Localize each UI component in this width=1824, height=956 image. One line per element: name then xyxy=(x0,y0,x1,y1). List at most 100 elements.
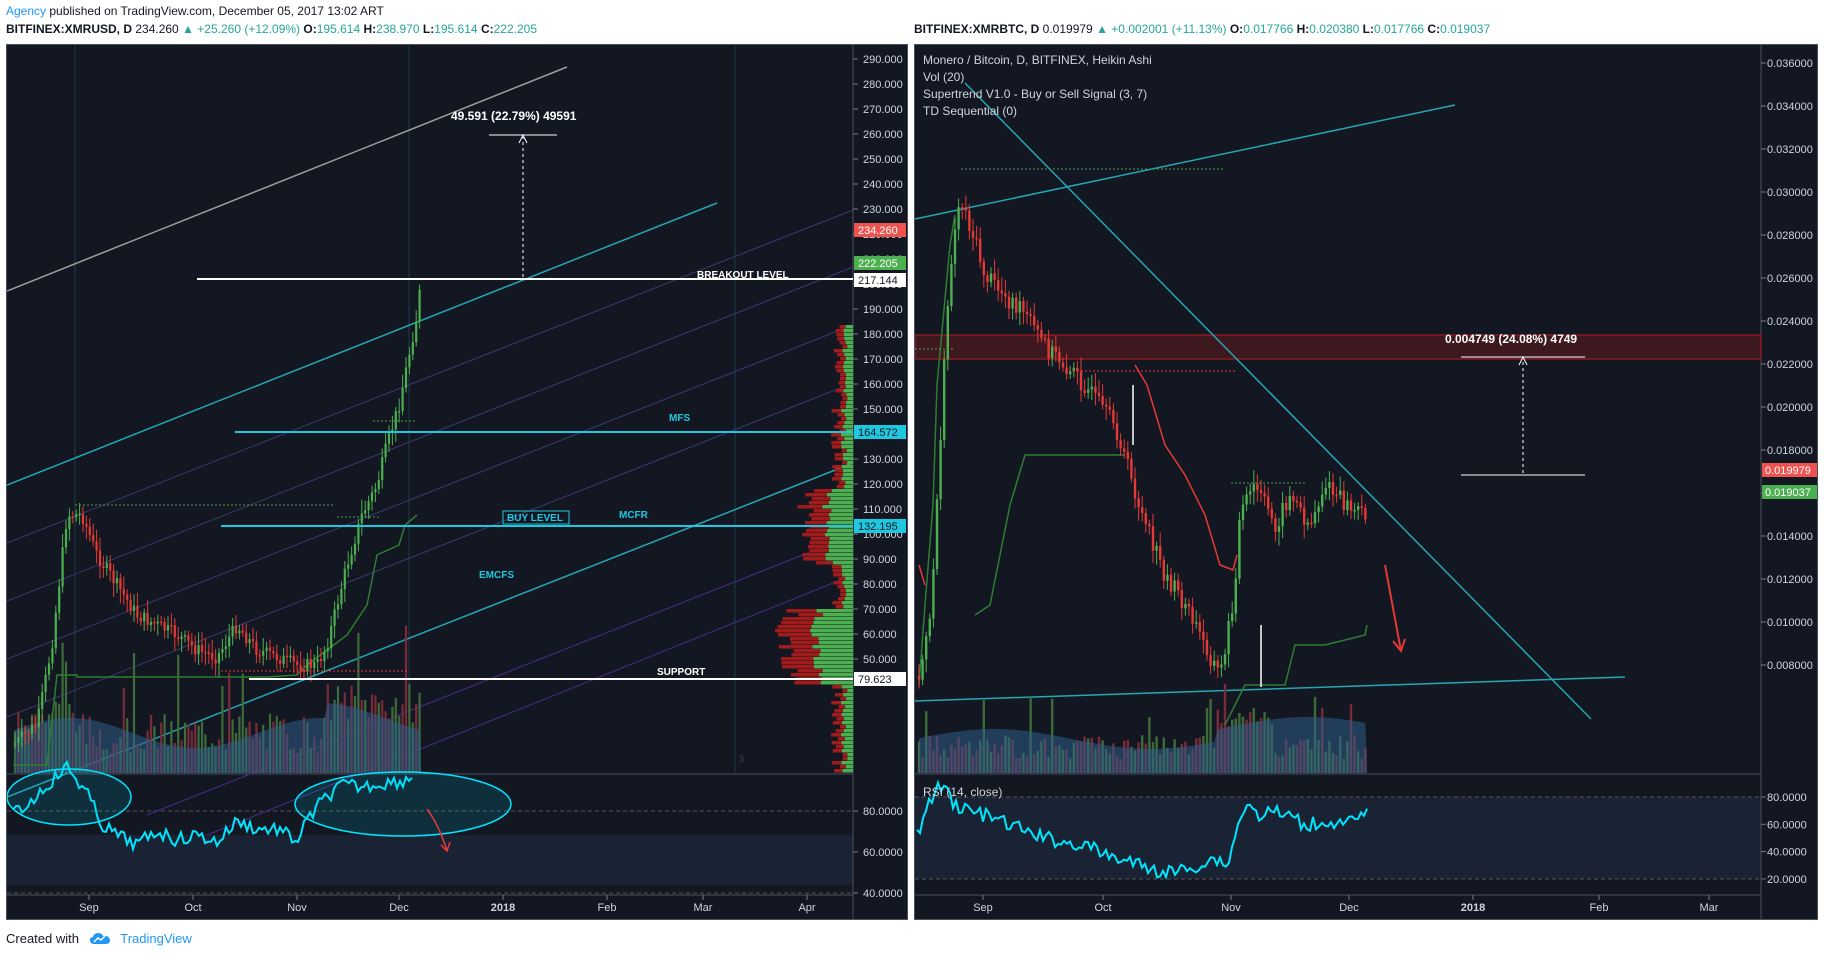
candles xyxy=(13,284,421,753)
candle-body xyxy=(54,612,57,649)
time-tick-label: Dec xyxy=(1339,902,1359,914)
candle-body xyxy=(275,653,278,661)
profile-bar-green xyxy=(846,449,853,453)
candle-body xyxy=(71,516,74,518)
profile-bar-green xyxy=(841,565,853,569)
profile-bar-green xyxy=(847,461,853,465)
measure-arrowhead xyxy=(518,133,528,144)
left-ticker-line: BITFINEX:XMRUSD, D 234.260 ▲ +25.260 (+1… xyxy=(6,22,537,36)
profile-bar-red xyxy=(778,645,813,649)
axis-tick-label: 70.000 xyxy=(863,604,897,616)
candle-body xyxy=(1177,580,1180,591)
profile-bar-red xyxy=(791,653,820,657)
candle-body xyxy=(316,659,319,662)
price-pane[interactable] xyxy=(7,45,853,773)
candle-body xyxy=(1263,493,1266,497)
candle-body xyxy=(1187,604,1191,607)
price-axis[interactable]: 0.036000 0.034000 0.032000 0.030000 0.028000… xyxy=(1761,58,1813,672)
candle-body xyxy=(1220,664,1223,668)
candle-body xyxy=(95,541,98,551)
candle-body xyxy=(78,513,81,516)
profile-bar-red xyxy=(802,553,826,557)
candle-body xyxy=(306,659,309,672)
candle-body xyxy=(997,279,1000,291)
axis-tick-label: 160.000 xyxy=(863,379,903,391)
time-tick-label: Nov xyxy=(287,902,307,914)
right-high: 0.020380 xyxy=(1309,22,1360,36)
channel-top-line[interactable] xyxy=(7,202,718,486)
upper-trend-line[interactable] xyxy=(915,104,1456,220)
profile-bar-green xyxy=(843,717,853,721)
rsi-axis[interactable]: 80.0000 60.0000 40.0000 xyxy=(853,806,903,900)
time-axis[interactable]: Sep Oct Nov Dec 2018 Feb Mar Apr xyxy=(79,895,816,914)
axis-tick-label: 0.024000 xyxy=(1767,316,1813,328)
candle-body xyxy=(1231,613,1234,622)
candle-body xyxy=(1331,482,1335,495)
xmrbtc-chart-panel[interactable]: 0.004749 (24.08%) 4749 Monero / Bitcoin,… xyxy=(914,44,1818,920)
candle-body xyxy=(1011,297,1014,309)
candle-body xyxy=(374,489,377,493)
candle-body xyxy=(350,554,353,565)
legend-volume[interactable]: Vol (20) xyxy=(923,70,964,84)
candle-body xyxy=(340,588,343,605)
candle-body xyxy=(37,709,40,728)
right-symbol[interactable]: BITFINEX:XMRBTC, D xyxy=(914,22,1040,36)
volume-bar xyxy=(221,685,224,773)
rsi-legend[interactable]: RSI (14, close) xyxy=(923,785,1002,799)
price-axis[interactable]: 290.000 280.000 270.000 260.000 250.000 240.0… xyxy=(853,54,903,666)
profile-bar-red xyxy=(837,737,845,741)
profile-bar-red xyxy=(834,469,844,473)
author-link[interactable]: Agency xyxy=(6,4,47,18)
xmrusd-chart-canvas[interactable]: BREAKOUT LEVEL MFS BUY LEVEL MCFR EMCFS … xyxy=(7,45,908,920)
candle-body xyxy=(207,652,210,654)
candle-body xyxy=(302,670,306,672)
volume-bar xyxy=(132,653,136,773)
candle-body xyxy=(197,645,200,655)
profile-bar-red xyxy=(835,329,844,333)
resistance-zone[interactable] xyxy=(915,334,1762,360)
supertrend-bear-line xyxy=(918,364,1238,586)
right-ticker-line: BITFINEX:XMRBTC, D 0.019979 ▲ +0.002001 … xyxy=(914,22,1491,36)
profile-bar-green xyxy=(847,753,853,757)
time-axis[interactable]: Sep Oct Nov Dec 2018 Feb Mar xyxy=(973,895,1719,914)
legend-symbol[interactable]: Monero / Bitcoin, D, BITFINEX, Heikin As… xyxy=(923,53,1152,67)
profile-bar-red xyxy=(831,441,842,445)
tradingview-link[interactable]: TradingView xyxy=(120,931,192,946)
candle-body xyxy=(170,625,173,627)
rsi-axis[interactable]: 80.0000 60.0000 40.0000 20.0000 xyxy=(1761,792,1807,886)
rsi-line xyxy=(916,779,1368,880)
upper-trend-line[interactable] xyxy=(7,66,568,292)
candle-body xyxy=(119,578,122,590)
measure-label: 49.591 (22.79%) 49591 xyxy=(451,109,577,123)
legend-supertrend[interactable]: Supertrend V1.0 - Buy or Sell Signal (3,… xyxy=(923,87,1147,101)
axis-tick-label: 90.000 xyxy=(863,554,897,566)
support-trend-line[interactable] xyxy=(915,676,1626,702)
candle-body xyxy=(935,499,939,570)
candle-body xyxy=(381,457,384,481)
mfs-badge-text: 164.572 xyxy=(858,427,898,439)
profile-bar-green xyxy=(830,517,853,521)
candle-body xyxy=(285,655,289,658)
xmrusd-chart-panel[interactable]: BREAKOUT LEVEL MFS BUY LEVEL MCFR EMCFS … xyxy=(6,44,908,920)
profile-bar-green xyxy=(841,569,853,573)
candle-body xyxy=(1245,494,1248,505)
profile-bar-green xyxy=(841,701,853,705)
price-pane[interactable] xyxy=(915,45,1761,773)
candle-body xyxy=(943,359,946,440)
descending-trend-line[interactable] xyxy=(964,82,1592,720)
legend-td-sequential[interactable]: TD Sequential (0) xyxy=(923,104,1017,118)
candle-body xyxy=(1000,290,1003,294)
profile-bar-green xyxy=(846,393,853,397)
profile-bar-green xyxy=(844,337,853,341)
candle-body xyxy=(153,621,156,624)
xmrbtc-chart-canvas[interactable]: 0.004749 (24.08%) 4749 Monero / Bitcoin,… xyxy=(915,45,1818,920)
profile-bar-red xyxy=(837,437,845,441)
left-symbol[interactable]: BITFINEX:XMRUSD, D xyxy=(6,22,132,36)
profile-bar-green xyxy=(844,585,853,589)
profile-bar-green xyxy=(844,353,853,357)
candle-body xyxy=(258,654,261,657)
candle-body xyxy=(241,630,244,633)
profile-bar-green xyxy=(840,433,853,437)
candle-body xyxy=(1205,639,1209,656)
candle-body xyxy=(1029,314,1032,317)
